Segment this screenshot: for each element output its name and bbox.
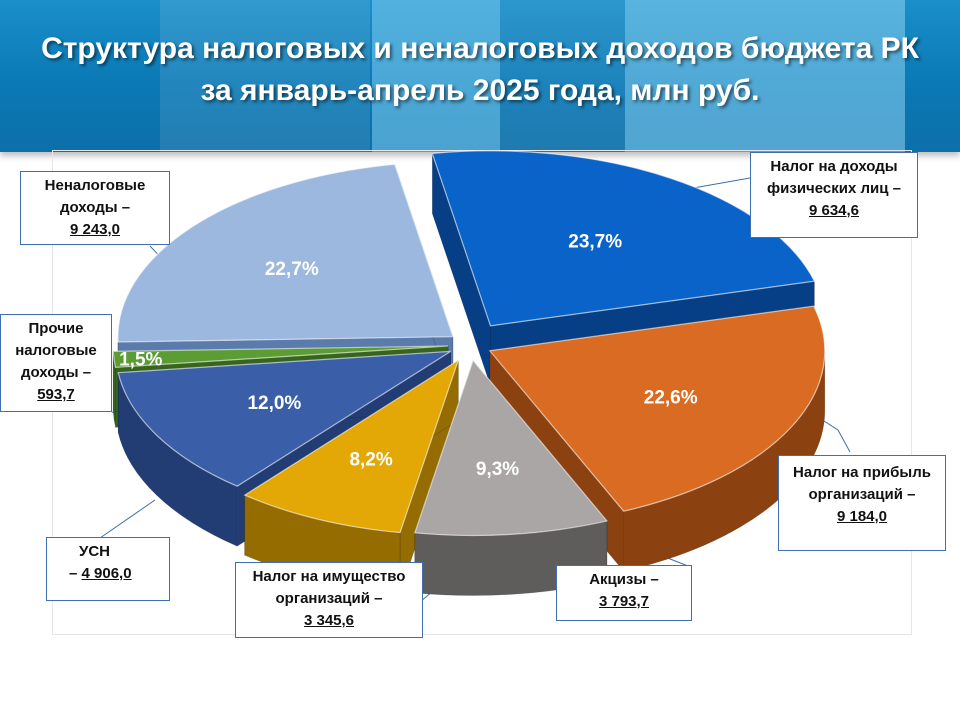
callout-nontax-value: 9 243,0 [69, 221, 121, 238]
percent-labels: 23,7% 22,6% 9,3% 8,2% 12,0% 1,5% 22,7% [119, 231, 698, 480]
callout-usn-dash: – [69, 565, 78, 582]
callout-nontax-line-2: доходы – [59, 199, 131, 216]
callout-profit-line-1: Налог на прибыль [793, 464, 931, 481]
callout-ndfl-value: 9 634,6 [808, 202, 860, 219]
title-line-1: Структура налоговых и неналоговых доходо… [41, 32, 919, 65]
callout-property-tax: Налог на имущество организаций – 3 345,6 [235, 562, 423, 638]
pct-label-ndfl: 23,7% [568, 231, 622, 252]
callout-profit-value: 9 184,0 [836, 508, 888, 525]
banner-stripe [500, 0, 625, 152]
pct-label-property-tax: 8,2% [349, 450, 392, 471]
callout-other-value: 593,7 [37, 386, 75, 403]
banner-stripe [372, 0, 500, 152]
callout-nontax-line-1: Неналоговые [44, 177, 146, 194]
callout-usn: УСН – 4 906,0 [46, 537, 170, 601]
title-banner: Структура налоговых и неналоговых доходо… [0, 0, 960, 152]
callout-non-tax: Неналоговые доходы – 9 243,0 [20, 171, 170, 245]
pct-label-other-tax: 1,5% [119, 349, 162, 370]
callout-excises: Акцизы – 3 793,7 [556, 565, 692, 621]
slice-excises [414, 359, 608, 596]
callout-property-value: 3 345,6 [303, 612, 355, 629]
callout-profit-line-2: организаций – [808, 486, 916, 503]
banner-stripe [625, 0, 905, 152]
callout-property-line-2: организаций – [275, 590, 383, 607]
pct-label-profit-tax: 22,6% [644, 388, 698, 409]
callout-other-tax: Прочие налоговые доходы – 593,7 [0, 314, 112, 412]
callout-excises-value: 3 793,7 [598, 593, 650, 610]
slice-top-property-tax [243, 358, 460, 534]
callout-ndfl-line-1: Налог на доходы [770, 158, 898, 175]
pct-label-excises: 9,3% [476, 459, 519, 480]
page-title: Структура налоговых и неналоговых доходо… [0, 28, 960, 112]
callout-excises-line-1: Акцизы – [589, 571, 659, 588]
slice-top-non-tax [117, 163, 454, 343]
banner-stripe [160, 0, 370, 152]
slice-top-other-tax [112, 345, 449, 368]
callout-other-line-1: Прочие [28, 320, 84, 337]
pct-label-usn: 12,0% [247, 393, 301, 414]
callout-other-line-3: доходы – [20, 364, 92, 381]
pie-slices [112, 150, 826, 596]
slice-top-ndfl [431, 150, 816, 327]
leader-line-usn [99, 499, 156, 539]
title-line-2: за январь-апрель 2025 года, млн руб. [200, 74, 760, 107]
pct-label-non-tax: 22,7% [265, 259, 319, 280]
callout-ndfl: Налог на доходы физических лиц – 9 634,6 [750, 152, 918, 238]
slice-top-excises [414, 359, 608, 537]
callout-usn-value: 4 906,0 [81, 565, 132, 582]
slice-top-profit-tax [488, 305, 826, 512]
callout-profit-tax: Налог на прибыль организаций – 9 184,0 [778, 455, 946, 551]
callout-usn-line-2: – 4 906,0 [69, 563, 163, 585]
callout-property-line-1: Налог на имущество [252, 568, 406, 585]
callout-ndfl-line-2: физических лиц – [767, 180, 901, 197]
callout-other-line-2: налоговые [15, 342, 97, 359]
slice-top-usn [117, 350, 452, 487]
callout-usn-line-1: УСН [79, 543, 110, 560]
